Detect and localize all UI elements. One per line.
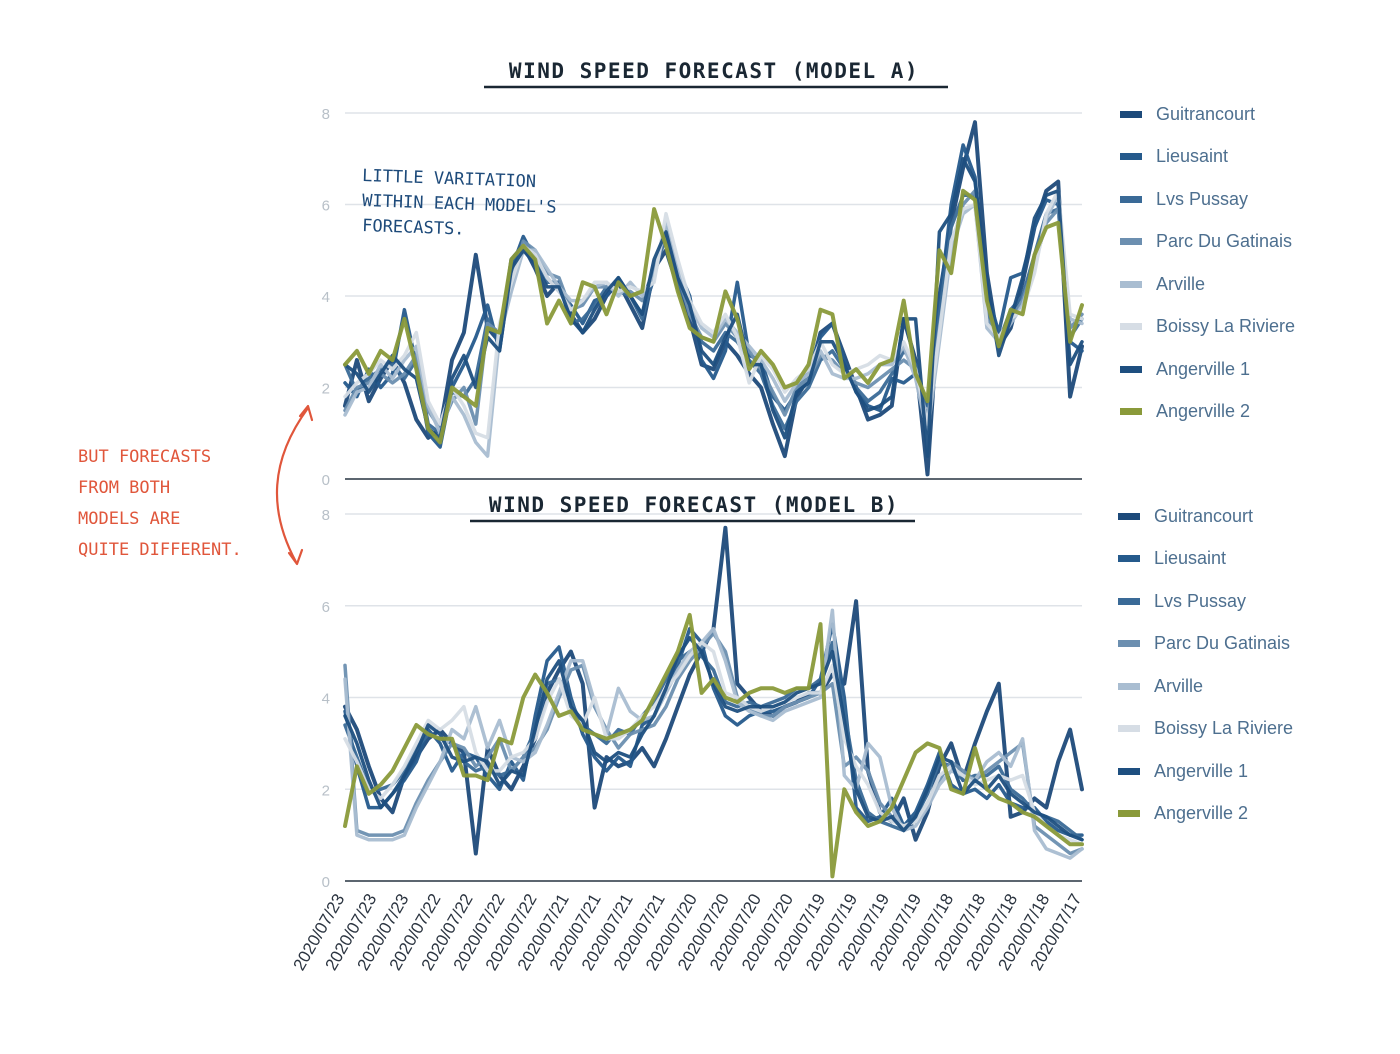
- plot-model-a: 0 2 4 6 8 WIND SPEED FORECAST (MODEL A): [322, 59, 1084, 489]
- annotation-side-note: BUT FORECASTS FROM BOTH MODELS ARE QUITE DI…: [78, 404, 314, 566]
- legend-label: Guitrancourt: [1154, 505, 1254, 526]
- y-tick-label: 0: [322, 874, 330, 891]
- legend-label: Parc Du Gatinais: [1156, 231, 1293, 251]
- legend-swatch: [1118, 555, 1140, 562]
- series-line-angerville-1: [343, 157, 1084, 458]
- legend-swatch: [1118, 767, 1140, 775]
- y-tick-label: 8: [322, 507, 330, 524]
- series-line-lvs-pussay: [343, 640, 1084, 842]
- legend-swatch: [1120, 408, 1142, 415]
- chart-title: WIND SPEED FORECAST (MODEL B): [489, 493, 899, 517]
- legend-label: Parc Du Gatinais: [1154, 633, 1291, 653]
- legend-swatch: [1118, 597, 1140, 605]
- series-line-arville: [343, 608, 1084, 860]
- arrow-head-up: [298, 404, 314, 422]
- legend-label: Boissy La Riviere: [1156, 316, 1296, 336]
- legend-label: Boissy La Riviere: [1154, 718, 1294, 738]
- annotation-line: BUT FORECASTS: [78, 447, 211, 467]
- annotation-line: WITHIN EACH MODEL'S: [362, 191, 557, 218]
- legend-label: Lieusaint: [1154, 548, 1227, 568]
- series-line-guitrancourt: [343, 120, 1084, 477]
- legend-label: Arville: [1154, 675, 1204, 696]
- chart-title: WIND SPEED FORECAST (MODEL A): [509, 59, 919, 83]
- legend-label: Lieusaint: [1156, 146, 1229, 166]
- legend-item: Lvs Pussay: [1118, 589, 1246, 613]
- legend-swatch: [1120, 323, 1142, 330]
- legend-item: Lvs Pussay: [1120, 187, 1248, 211]
- legend-swatch: [1120, 238, 1142, 245]
- series-line-boissy-la-riviere: [343, 640, 1084, 847]
- legend-swatch: [1120, 195, 1142, 203]
- plot-model-b: 0 2 4 6 8 WIND SPEED FORECAST (MODEL B): [322, 493, 1084, 891]
- arrow-head-down: [287, 548, 304, 566]
- legend-item: Boissy La Riviere: [1120, 315, 1295, 339]
- legend-label: Angerville 1: [1154, 760, 1249, 781]
- annotation-line: FROM BOTH: [78, 478, 170, 498]
- y-tick-label: 4: [322, 691, 330, 708]
- y-tick-label: 0: [322, 472, 330, 489]
- series-line-lieusaint: [343, 143, 1084, 449]
- legend-item: Angerville 2: [1120, 400, 1250, 424]
- legend-swatch: [1118, 512, 1140, 520]
- y-tick-label: 2: [322, 381, 330, 398]
- legend-item: Boissy La Riviere: [1118, 717, 1293, 741]
- legend-swatch: [1118, 682, 1140, 690]
- legend-label: Lvs Pussay: [1154, 590, 1247, 611]
- legend-item: Parc Du Gatinais: [1118, 632, 1290, 656]
- legend-swatch: [1120, 110, 1142, 118]
- legend-swatch: [1118, 725, 1140, 732]
- legend-item: Parc Du Gatinais: [1120, 230, 1292, 254]
- annotation-line: MODELS ARE: [78, 509, 180, 529]
- legend-item: Arville: [1118, 674, 1203, 698]
- annotation-line: QUITE DIFFERENT.: [78, 540, 242, 560]
- series-line-angerville-2: [343, 188, 1084, 445]
- arrow-curve: [275, 406, 310, 564]
- legend-swatch: [1118, 810, 1140, 817]
- legend-label: Lvs Pussay: [1156, 188, 1249, 209]
- legend-item: Angerville 2: [1118, 802, 1248, 826]
- annotation-line: LITTLE VARITATION: [362, 166, 537, 192]
- x-axis-labels: 2020/07/232020/07/232020/07/232020/07/22…: [289, 890, 1085, 973]
- legend-item: Guitrancourt: [1120, 102, 1255, 126]
- legend-label: Guitrancourt: [1156, 103, 1256, 124]
- legend-item: Angerville 1: [1120, 357, 1250, 381]
- y-tick-label: 6: [322, 599, 330, 616]
- legend-label: Angerville 2: [1156, 401, 1251, 421]
- legend-label: Angerville 1: [1156, 358, 1251, 379]
- legend-item: Angerville 1: [1118, 759, 1248, 783]
- legend-item: Arville: [1120, 272, 1205, 296]
- legend-item: Guitrancourt: [1118, 504, 1253, 528]
- series-line-angerville-1: [343, 636, 1084, 842]
- y-tick-label: 6: [322, 198, 330, 215]
- legend-swatch: [1120, 280, 1142, 288]
- legend-item: Lieusaint: [1118, 547, 1226, 571]
- annotation-line: FORECASTS.: [362, 216, 465, 240]
- legend-label: Arville: [1156, 273, 1206, 294]
- legend-swatch: [1118, 640, 1140, 647]
- series-line-angerville-2: [343, 612, 1084, 879]
- y-tick-label: 8: [322, 106, 330, 123]
- legend-swatch: [1120, 153, 1142, 160]
- legend-item: Lieusaint: [1120, 145, 1228, 169]
- y-tick-label: 4: [322, 289, 330, 306]
- legend-label: Angerville 2: [1154, 803, 1249, 823]
- y-tick-label: 2: [322, 782, 330, 799]
- legend-swatch: [1120, 365, 1142, 373]
